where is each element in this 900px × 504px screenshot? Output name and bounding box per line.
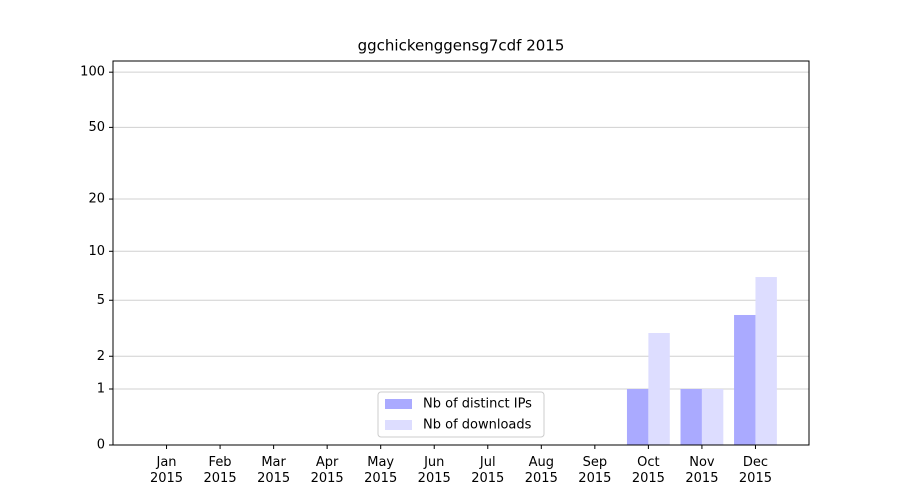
- bar: [680, 389, 702, 445]
- x-tick-label: Feb 2015: [204, 455, 237, 486]
- x-tick-label: Apr 2015: [311, 455, 344, 486]
- y-tick-label: 50: [88, 120, 105, 135]
- y-tick-label: 5: [97, 293, 105, 308]
- x-tick-label: Oct 2015: [632, 455, 665, 486]
- x-tick-label: Dec 2015: [739, 455, 772, 486]
- bar: [701, 389, 724, 445]
- x-tick-label: Jul 2015: [471, 455, 504, 486]
- x-tick-label: Aug 2015: [525, 455, 558, 486]
- x-tick-label: Mar 2015: [257, 455, 290, 486]
- x-tick-label: May 2015: [364, 455, 397, 486]
- chart-title: ggchickenggensg7cdf 2015: [358, 37, 565, 55]
- y-tick-label: 20: [88, 192, 105, 207]
- y-tick-label: 2: [97, 349, 105, 364]
- bar: [755, 277, 777, 445]
- x-tick-label: Nov 2015: [685, 455, 718, 486]
- y-tick-label: 0: [97, 438, 105, 453]
- legend-label: Nb of distinct IPs: [423, 397, 532, 412]
- x-tick-label: Sep 2015: [578, 455, 611, 486]
- bar: [626, 389, 649, 445]
- bar: [734, 314, 756, 445]
- bar: [648, 333, 670, 445]
- y-tick-label: 1: [97, 382, 105, 397]
- x-tick-label: Jun 2015: [418, 455, 451, 486]
- y-tick-label: 100: [80, 65, 105, 80]
- y-tick-label: 10: [88, 244, 105, 259]
- legend-box: [377, 391, 545, 438]
- x-tick-label: Jan 2015: [150, 455, 183, 486]
- legend-label: Nb of downloads: [423, 418, 532, 433]
- plot-frame: [112, 60, 810, 446]
- legend-swatch: [385, 399, 412, 409]
- legend-swatch: [385, 420, 412, 430]
